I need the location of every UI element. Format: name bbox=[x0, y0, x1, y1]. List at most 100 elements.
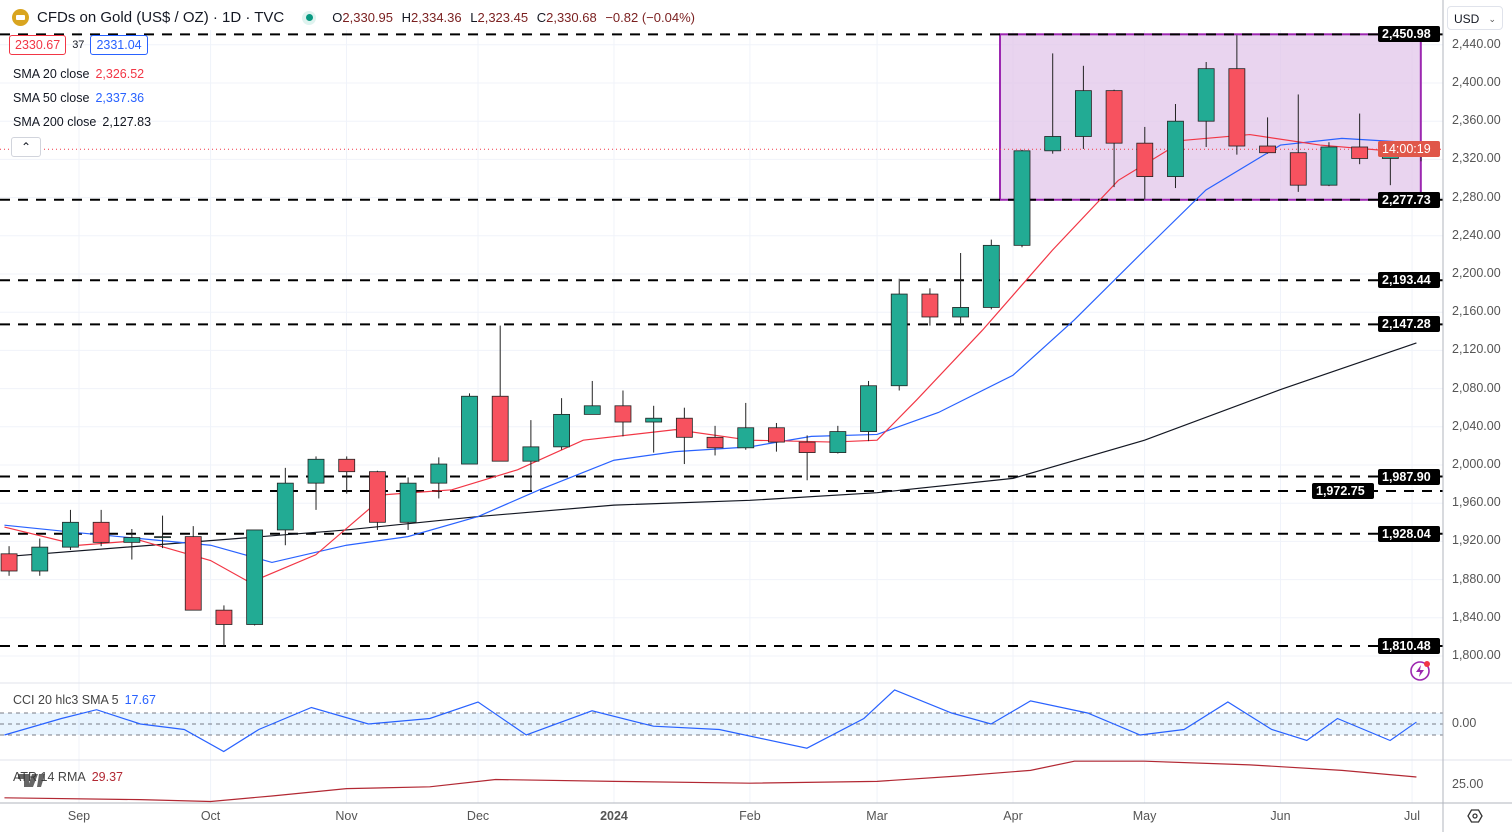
open-label: O bbox=[332, 10, 343, 25]
sma20-value: 2,326.52 bbox=[95, 67, 145, 81]
legend-sma200[interactable]: SMA 200 close 2,127.83 bbox=[13, 115, 151, 129]
candle-up bbox=[645, 417, 663, 423]
legend-cci[interactable]: CCI 20 hlc3 SMA 5 17.67 bbox=[13, 693, 156, 707]
candle-down bbox=[184, 536, 202, 611]
time-tick-label: Dec bbox=[466, 809, 490, 823]
currency-select[interactable]: USD ⌄ bbox=[1447, 6, 1503, 30]
time-tick-label: Nov bbox=[335, 809, 358, 823]
settings-icon[interactable] bbox=[1467, 808, 1483, 824]
symbol-header: CFDs on Gold (US$ / OZ) · 1D · TVC O2,33… bbox=[12, 9, 700, 26]
low-label: L bbox=[470, 10, 478, 25]
collapse-legend-button[interactable]: ⌃ bbox=[11, 137, 41, 157]
sma20-label: SMA 20 close bbox=[13, 67, 90, 81]
candle-down bbox=[0, 553, 18, 572]
price-tick-label: 2,080.00 bbox=[1452, 380, 1501, 395]
candle-down bbox=[215, 609, 233, 625]
sma50-label: SMA 50 close bbox=[13, 91, 90, 105]
sma200-line bbox=[4, 342, 1417, 558]
cci-pane bbox=[0, 689, 1443, 753]
level-price-label: 1,987.90 bbox=[1378, 468, 1440, 485]
candle-down bbox=[369, 471, 386, 523]
candle-up bbox=[1167, 120, 1184, 177]
chevron-down-icon: ⌄ bbox=[1488, 14, 1496, 24]
price-tick-label: 2,440.00 bbox=[1452, 36, 1501, 51]
price-tick-label: 1,800.00 bbox=[1452, 648, 1501, 662]
time-tick-label: Sep bbox=[67, 809, 91, 823]
price-tick-label: 1,880.00 bbox=[1452, 571, 1501, 586]
candle-up bbox=[154, 536, 171, 539]
time-tick-label: 2024 bbox=[600, 809, 628, 823]
time-tick-label: May bbox=[1132, 809, 1157, 823]
atr-value: 29.37 bbox=[91, 770, 123, 784]
candle-up bbox=[307, 458, 325, 484]
currency-value: USD bbox=[1454, 12, 1480, 26]
candle-up bbox=[430, 463, 448, 484]
price-tick-label: 2,000.00 bbox=[1452, 457, 1501, 471]
time-tick-label: Jul bbox=[1404, 809, 1421, 823]
price-tick-label: 2,360.00 bbox=[1452, 113, 1501, 128]
atr-pane bbox=[4, 760, 1417, 803]
time-tick-label: Feb bbox=[739, 809, 761, 823]
close-label: C bbox=[536, 10, 547, 25]
cci-label: CCI 20 hlc3 SMA 5 bbox=[13, 693, 119, 707]
market-status-icon[interactable] bbox=[302, 10, 317, 25]
price-tick-label: 0.00 bbox=[1452, 716, 1477, 730]
candle-down bbox=[1228, 68, 1246, 147]
candle-down bbox=[675, 417, 693, 438]
price-tick-label: 1,920.00 bbox=[1452, 533, 1501, 548]
countdown-label: 14:00:19 bbox=[1378, 141, 1440, 158]
candle-up bbox=[461, 395, 478, 465]
candle-down bbox=[921, 293, 939, 318]
candle-up bbox=[1320, 146, 1338, 186]
legend-sma50[interactable]: SMA 50 close 2,337.36 bbox=[13, 91, 144, 105]
candle-down bbox=[768, 427, 785, 443]
candle-up bbox=[583, 405, 601, 415]
low-value: 2,323.45 bbox=[477, 10, 529, 25]
buy-button[interactable]: 2331.04 bbox=[90, 35, 148, 55]
gold-logo-icon bbox=[12, 9, 29, 26]
sma200-value: 2,127.83 bbox=[102, 115, 152, 129]
candle-up bbox=[1197, 68, 1215, 122]
price-tick-label: 25.00 bbox=[1452, 777, 1484, 791]
high-value: 2,334.36 bbox=[411, 10, 462, 25]
candle-up bbox=[553, 413, 570, 448]
candle-up bbox=[31, 546, 49, 572]
candle-down bbox=[92, 521, 110, 543]
candle-down bbox=[614, 405, 632, 423]
lightning-alert-icon[interactable] bbox=[1409, 660, 1431, 682]
candle-up bbox=[399, 482, 417, 523]
level-price-label: 2,450.98 bbox=[1378, 26, 1440, 43]
price-tick-label: 2,120.00 bbox=[1452, 342, 1501, 357]
candle-down bbox=[798, 441, 816, 453]
candle-down bbox=[338, 458, 356, 473]
price-tick-label: 2,200.00 bbox=[1452, 266, 1501, 280]
level-price-label: 1,810.48 bbox=[1378, 637, 1440, 654]
candle-up bbox=[737, 427, 755, 449]
candle-up bbox=[1044, 136, 1062, 152]
level-price-label: 1,972.75 bbox=[1312, 483, 1374, 500]
candle-up bbox=[1013, 150, 1031, 246]
legend-sma20[interactable]: SMA 20 close 2,326.52 bbox=[13, 67, 144, 81]
candle-up bbox=[982, 244, 1000, 308]
candle-down bbox=[1351, 146, 1369, 159]
level-price-label: 1,928.04 bbox=[1378, 525, 1440, 542]
sma20-line bbox=[4, 133, 1417, 584]
price-tick-label: 2,160.00 bbox=[1452, 304, 1501, 319]
candle-down bbox=[706, 436, 724, 449]
open-value: 2,330.95 bbox=[342, 10, 393, 25]
price-tick-label: 2,320.00 bbox=[1452, 151, 1501, 166]
high-label: H bbox=[401, 10, 412, 25]
candle-down bbox=[1289, 152, 1307, 186]
candle-up bbox=[829, 431, 847, 453]
candle-down bbox=[491, 395, 509, 462]
cci-value: 17.67 bbox=[124, 693, 156, 707]
symbol-title[interactable]: CFDs on Gold (US$ / OZ) · 1D · TVC bbox=[37, 9, 285, 26]
price-tick-label: 2,400.00 bbox=[1452, 75, 1501, 89]
price-tick-label: 2,040.00 bbox=[1452, 418, 1501, 433]
sell-button[interactable]: 2330.67 bbox=[9, 35, 67, 55]
candle-up bbox=[860, 385, 877, 432]
chevron-up-icon: ⌃ bbox=[20, 140, 32, 154]
candle-down bbox=[1259, 145, 1276, 154]
